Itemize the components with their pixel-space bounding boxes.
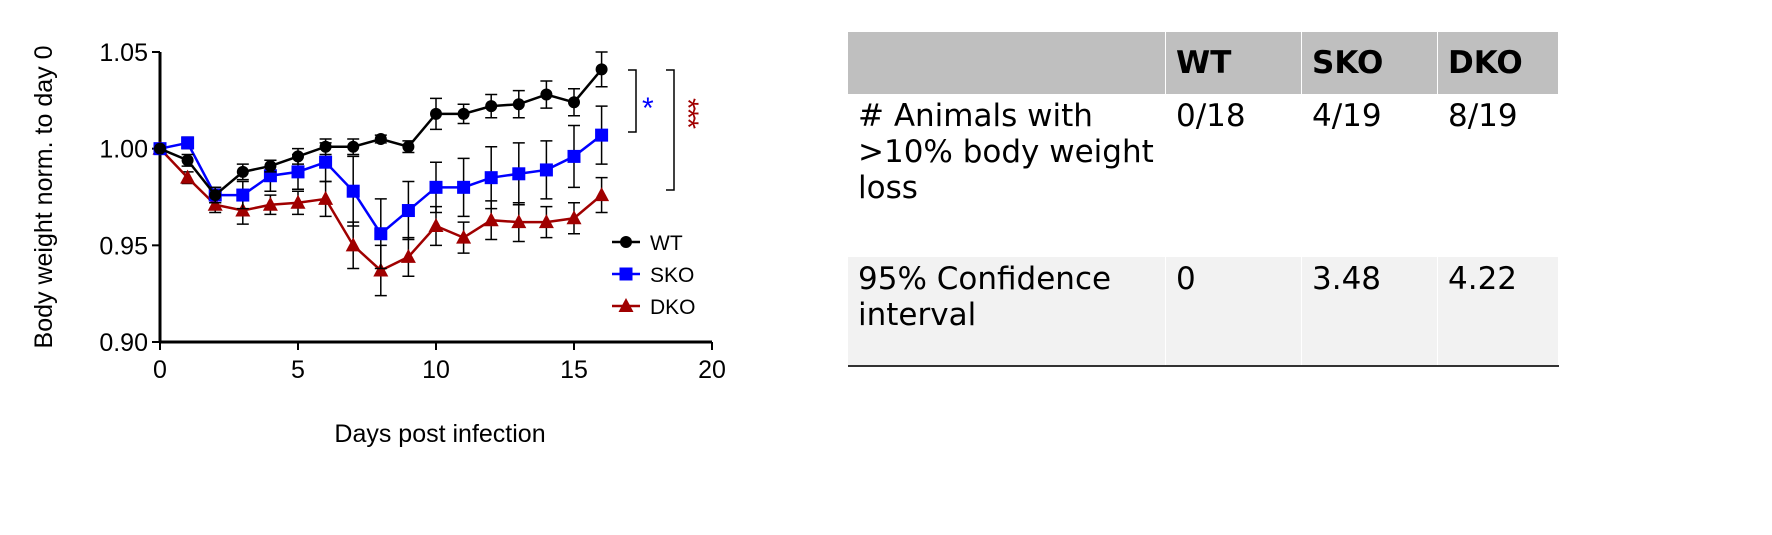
data-point — [512, 98, 525, 111]
cell-dko: 4.22 — [1437, 257, 1559, 366]
legend-marker — [619, 267, 633, 281]
significance-star-sko: * — [642, 92, 654, 125]
data-point — [374, 133, 387, 145]
data-point — [291, 165, 305, 179]
data-point — [400, 248, 416, 263]
data-point — [568, 96, 580, 109]
data-point — [428, 218, 444, 232]
data-point — [429, 180, 443, 194]
data-point — [457, 107, 470, 120]
y-tick-label: 0.90 — [99, 329, 148, 357]
data-point — [264, 160, 277, 173]
data-point — [236, 165, 249, 178]
data-point — [345, 237, 361, 252]
data-point — [319, 140, 332, 153]
y-tick-label: 1.05 — [99, 39, 148, 67]
table-header-empty — [848, 32, 1166, 94]
data-point — [180, 169, 196, 184]
cell-wt: 0/18 — [1165, 94, 1302, 257]
data-point — [318, 190, 334, 205]
data-point — [540, 88, 553, 101]
data-point — [594, 187, 610, 202]
data-point — [235, 202, 251, 217]
x-tick-label: 5 — [291, 356, 305, 384]
legend-label: SKO — [650, 264, 694, 287]
legend-marker — [618, 298, 634, 312]
significance-wt-sko: * — [628, 69, 654, 133]
x-tick-label: 20 — [698, 356, 726, 384]
data-point — [262, 196, 278, 211]
data-point — [402, 140, 415, 153]
weight-loss-table: WT SKO DKO # Animals with >10% body weig… — [848, 32, 1559, 367]
series-wt — [154, 51, 608, 204]
legend-label: WT — [650, 232, 683, 255]
series-line — [159, 68, 603, 197]
series-sko — [153, 105, 609, 270]
table-header-wt: WT — [1165, 32, 1302, 94]
y-tick-label: 1.00 — [99, 136, 148, 164]
y-tick-label: 0.95 — [99, 232, 148, 260]
data-point — [485, 100, 498, 113]
significance-wt-dko: *** — [666, 69, 704, 191]
cell-sko: 4/19 — [1301, 94, 1438, 257]
data-point — [456, 229, 472, 244]
table-header-sko: SKO — [1301, 32, 1438, 94]
row-label: # Animals with >10% body weight loss — [848, 94, 1166, 257]
x-axis-label: Days post infection — [334, 420, 545, 448]
data-point — [347, 140, 360, 153]
x-tick-label: 10 — [422, 356, 450, 384]
legend-item-dko: DKO — [612, 296, 696, 319]
data-point — [373, 262, 389, 277]
data-point — [483, 212, 499, 227]
x-tick-label: 0 — [153, 356, 167, 384]
data-point — [290, 194, 306, 209]
table-row: # Animals with >10% body weight loss 0/1… — [848, 94, 1559, 257]
data-point — [430, 107, 442, 120]
data-point — [319, 155, 333, 169]
cell-dko: 8/19 — [1437, 94, 1559, 257]
data-point — [512, 167, 526, 181]
data-point — [538, 214, 554, 229]
data-point — [292, 150, 304, 163]
table-row: 95% Confidence interval 0 3.48 4.22 — [848, 257, 1559, 366]
data-point — [539, 163, 553, 177]
legend-label: DKO — [650, 296, 696, 319]
data-point — [207, 196, 223, 211]
cell-wt: 0 — [1165, 257, 1302, 366]
data-point — [401, 204, 415, 218]
data-point — [346, 184, 360, 198]
y-axis-label: Body weight norm. to day 0 — [30, 46, 58, 349]
significance-stars-dko: *** — [671, 98, 704, 129]
row-label: 95% Confidence interval — [848, 257, 1166, 366]
data-point — [236, 188, 250, 202]
data-point — [595, 128, 609, 142]
data-point — [457, 180, 471, 194]
data-point — [595, 63, 608, 76]
data-point — [484, 171, 498, 185]
legend-item-wt: WT — [612, 232, 683, 255]
data-point — [181, 154, 194, 167]
legend-marker — [620, 236, 632, 248]
data-point — [181, 136, 195, 150]
table-header-dko: DKO — [1437, 32, 1559, 94]
data-point — [511, 214, 527, 229]
data-point — [567, 149, 581, 163]
data-point — [566, 210, 582, 225]
data-point — [154, 142, 166, 155]
data-point — [209, 189, 222, 202]
data-point — [374, 227, 388, 241]
cell-sko: 3.48 — [1301, 257, 1438, 366]
x-tick-label: 15 — [560, 356, 588, 384]
weight-chart: 0 5 10 15 20 0.90 0.95 1.00 1.05 Body weight nor… — [30, 39, 726, 448]
legend-item-sko: SKO — [612, 264, 694, 287]
